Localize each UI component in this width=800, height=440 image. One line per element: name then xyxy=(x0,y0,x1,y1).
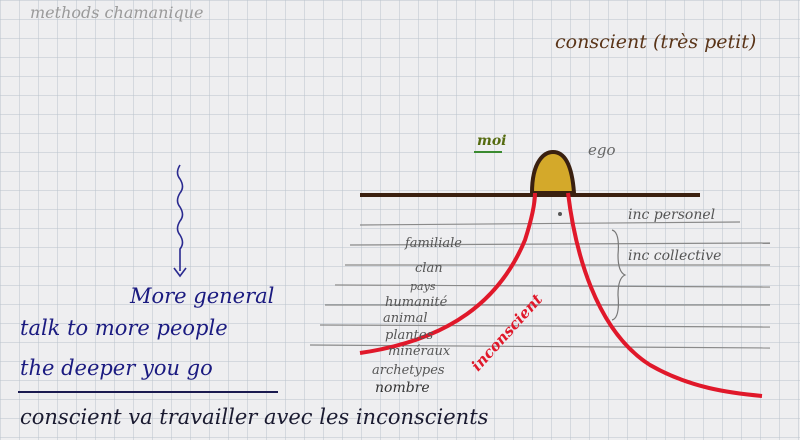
note: talk to more people xyxy=(20,316,228,340)
layer-lines xyxy=(309,221,771,349)
layer-label: nombre xyxy=(375,380,430,396)
note: More general xyxy=(129,284,274,308)
layer-label: familiale xyxy=(404,236,462,251)
moi-label: moi xyxy=(477,133,506,149)
brace xyxy=(611,229,627,321)
ego-label: ego xyxy=(588,141,616,159)
layer-label: minéraux xyxy=(388,344,451,359)
unconscious-curve-left xyxy=(359,192,537,355)
layer-label: pays xyxy=(410,280,436,293)
note: conscient va travailler avec les inconsc… xyxy=(20,405,489,429)
layer-label: clan xyxy=(415,261,443,276)
notes: More general talk to more people the dee… xyxy=(18,284,489,429)
layer-label: humanité xyxy=(385,295,448,310)
layer-labels: familiale clan pays humanité animal plan… xyxy=(372,236,462,396)
unconscious-curve-right xyxy=(566,192,763,398)
subtitle: conscient (très petit) xyxy=(555,31,756,53)
arrow xyxy=(173,164,187,278)
layer-label: plantes xyxy=(385,328,434,343)
title: methods chamanique xyxy=(30,3,204,22)
layer-label: archetypes xyxy=(372,363,445,378)
dot xyxy=(558,212,562,216)
ego-bump xyxy=(529,149,577,195)
inc-personel-label: inc personel xyxy=(628,207,715,223)
layer-label: animal xyxy=(383,311,428,326)
inc-collective-label: inc collective xyxy=(628,248,721,264)
note: the deeper you go xyxy=(20,356,213,380)
